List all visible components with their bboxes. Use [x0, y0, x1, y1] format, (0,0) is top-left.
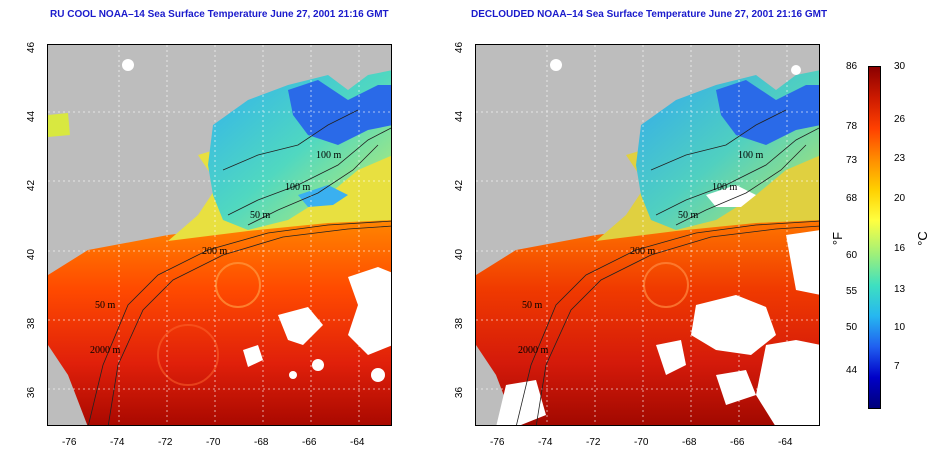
lon-label-66: -66: [302, 437, 317, 448]
lon-label-76: -76: [62, 437, 77, 448]
contour-label-100m-b: 100 m: [285, 182, 311, 193]
right-panel-title: DECLOUDED NOAA–14 Sea Surface Temperatur…: [471, 9, 828, 20]
f-tick-60: 60: [846, 250, 858, 261]
lat-label-40: 40: [26, 248, 38, 261]
contour-label-200m-right: 200 m: [630, 246, 656, 257]
f-tick-78: 78: [846, 121, 858, 132]
raw-sst-map-image: [48, 45, 391, 425]
lon-label-76-right: -76: [490, 437, 505, 448]
f-tick-50: 50: [846, 322, 858, 333]
f-tick-55: 55: [846, 286, 858, 297]
contour-label-50m-south: 50 m: [95, 300, 116, 311]
lon-label-64: -64: [350, 437, 365, 448]
lat-label-38-right: 38: [454, 317, 466, 330]
lat-label-42: 42: [26, 179, 38, 192]
f-tick-44: 44: [846, 365, 858, 376]
lon-label-68-right: -68: [682, 437, 697, 448]
celsius-unit-label: °C: [914, 231, 930, 246]
contour-label-100m-a: 100 m: [316, 150, 342, 161]
declouded-sst-map-image: [476, 45, 819, 425]
c-tick-7: 7: [894, 361, 900, 372]
c-tick-30: 30: [894, 61, 906, 72]
c-tick-20: 20: [894, 193, 906, 204]
contour-label-200m: 200 m: [202, 246, 228, 257]
f-tick-73: 73: [846, 155, 858, 166]
c-tick-16: 16: [894, 243, 906, 254]
f-tick-68: 68: [846, 193, 858, 204]
lat-label-36: 36: [26, 386, 38, 399]
contour-label-50m-right: 50 m: [678, 210, 699, 221]
lon-label-74-right: -74: [538, 437, 553, 448]
lat-label-46: 46: [26, 41, 38, 54]
lat-label-46-right: 46: [454, 41, 466, 54]
lon-label-74: -74: [110, 437, 125, 448]
fahrenheit-unit-label: °F: [830, 231, 846, 246]
lat-label-44-right: 44: [454, 110, 466, 123]
c-tick-26: 26: [894, 114, 906, 125]
f-tick-86: 86: [846, 61, 858, 72]
lon-label-72-right: -72: [586, 437, 601, 448]
contour-label-50m: 50 m: [250, 210, 271, 221]
contour-label-2000m: 2000 m: [90, 345, 121, 356]
lon-label-66-right: -66: [730, 437, 745, 448]
contour-label-50m-south-right: 50 m: [522, 300, 543, 311]
lon-label-68: -68: [254, 437, 269, 448]
declouded-sst-map: [475, 44, 820, 426]
c-tick-13: 13: [894, 284, 906, 295]
temperature-colorbar: [868, 66, 881, 409]
c-tick-10: 10: [894, 322, 906, 333]
c-tick-23: 23: [894, 153, 906, 164]
raw-sst-map: [47, 44, 392, 426]
lat-label-42-right: 42: [454, 179, 466, 192]
lat-label-40-right: 40: [454, 248, 466, 261]
lon-label-64-right: -64: [778, 437, 793, 448]
left-panel-title: RU COOL NOAA–14 Sea Surface Temperature …: [50, 9, 389, 20]
lon-label-70: -70: [206, 437, 221, 448]
contour-label-100m-b-right: 100 m: [712, 182, 738, 193]
lon-label-72: -72: [158, 437, 173, 448]
lon-label-70-right: -70: [634, 437, 649, 448]
lat-label-36-right: 36: [454, 386, 466, 399]
contour-label-2000m-right: 2000 m: [518, 345, 549, 356]
lat-label-38: 38: [26, 317, 38, 330]
lat-label-44: 44: [26, 110, 38, 123]
contour-label-100m-a-right: 100 m: [738, 150, 764, 161]
